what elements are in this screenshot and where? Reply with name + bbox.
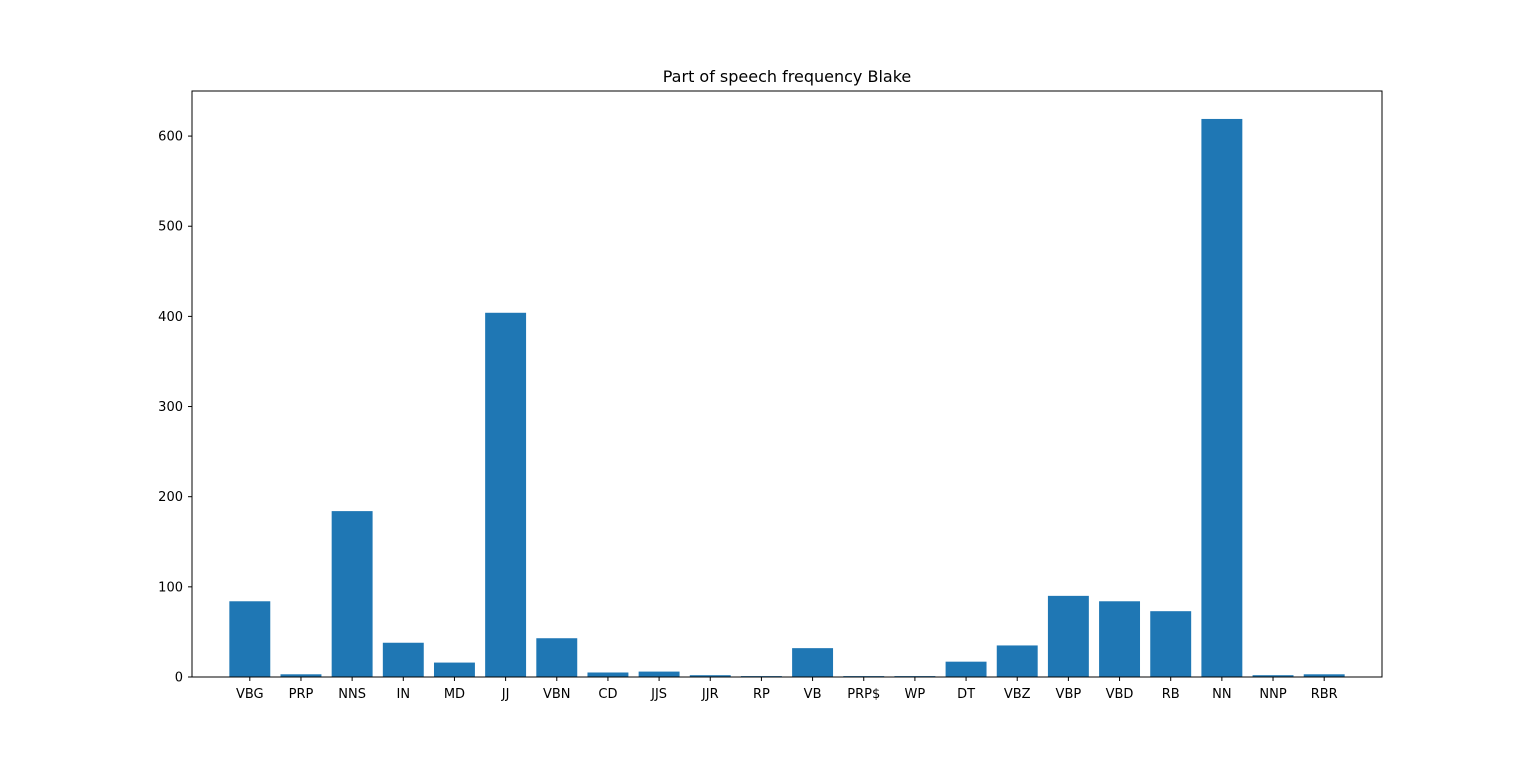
x-tick-label: VBZ: [1004, 687, 1031, 702]
x-tick-label: JJS: [650, 687, 667, 702]
bar-nn: [1201, 118, 1243, 677]
chart-title: Part of speech frequency Blake: [663, 67, 911, 86]
y-tick-label: 600: [158, 130, 183, 145]
x-tick-label: PRP: [289, 687, 314, 702]
x-tick-label: JJ: [501, 687, 510, 702]
x-tick-label: IN: [397, 687, 411, 702]
x-tick-label: VBG: [236, 687, 264, 702]
x-tick-label: NNS: [338, 687, 366, 702]
y-tick-label: 500: [158, 220, 183, 235]
x-tick-label: JJR: [701, 687, 719, 702]
y-tick-label: 200: [158, 490, 183, 505]
bar-vb: [792, 648, 834, 677]
x-tick-label: RP: [753, 687, 770, 702]
x-tick-label: NNP: [1259, 687, 1286, 702]
x-tick-label: MD: [444, 687, 465, 702]
x-tick-label: PRP$: [847, 687, 880, 702]
bar-vbg: [229, 601, 271, 677]
x-tick-label: VBN: [543, 687, 571, 702]
x-tick-label: CD: [598, 687, 617, 702]
bar-nnp: [1252, 675, 1294, 677]
bar-md: [433, 662, 475, 677]
bar-cd: [587, 672, 629, 677]
x-axis: VBG PRP NNS IN MD JJ VBN CD JJS JJR RP VB PRP$ WP DT VB…: [236, 677, 1338, 702]
y-tick-label: 300: [158, 400, 183, 415]
x-tick-label: WP: [905, 687, 926, 702]
y-tick-label: 100: [158, 580, 183, 595]
x-tick-label: NN: [1212, 687, 1231, 702]
x-tick-label: DT: [957, 687, 975, 702]
bar-nns: [331, 511, 373, 677]
x-tick-label: RB: [1162, 687, 1180, 702]
x-tick-label: VB: [804, 687, 822, 702]
bars-group: [229, 118, 1345, 677]
y-axis: 0 100 200 300 400 500 600: [158, 130, 192, 686]
plot-frame: [191, 90, 1383, 678]
x-tick-label: VBP: [1056, 687, 1082, 702]
bar-rb: [1150, 611, 1192, 677]
bar-dt: [945, 661, 987, 677]
bar-jjr: [689, 675, 731, 677]
bar-jjs: [638, 671, 680, 677]
bar-vbn: [536, 638, 578, 677]
bar-vbp: [1047, 595, 1089, 677]
bar-jj: [485, 312, 527, 677]
bar-vbd: [1099, 601, 1141, 677]
y-tick-label: 0: [175, 671, 183, 686]
bar-vbz: [996, 645, 1038, 677]
bar-in: [382, 642, 424, 677]
bar-prp: [280, 674, 322, 677]
y-tick-label: 400: [158, 310, 183, 325]
x-tick-label: VBD: [1106, 687, 1134, 702]
bar-rbr: [1303, 674, 1345, 677]
x-tick-label: RBR: [1311, 687, 1338, 702]
